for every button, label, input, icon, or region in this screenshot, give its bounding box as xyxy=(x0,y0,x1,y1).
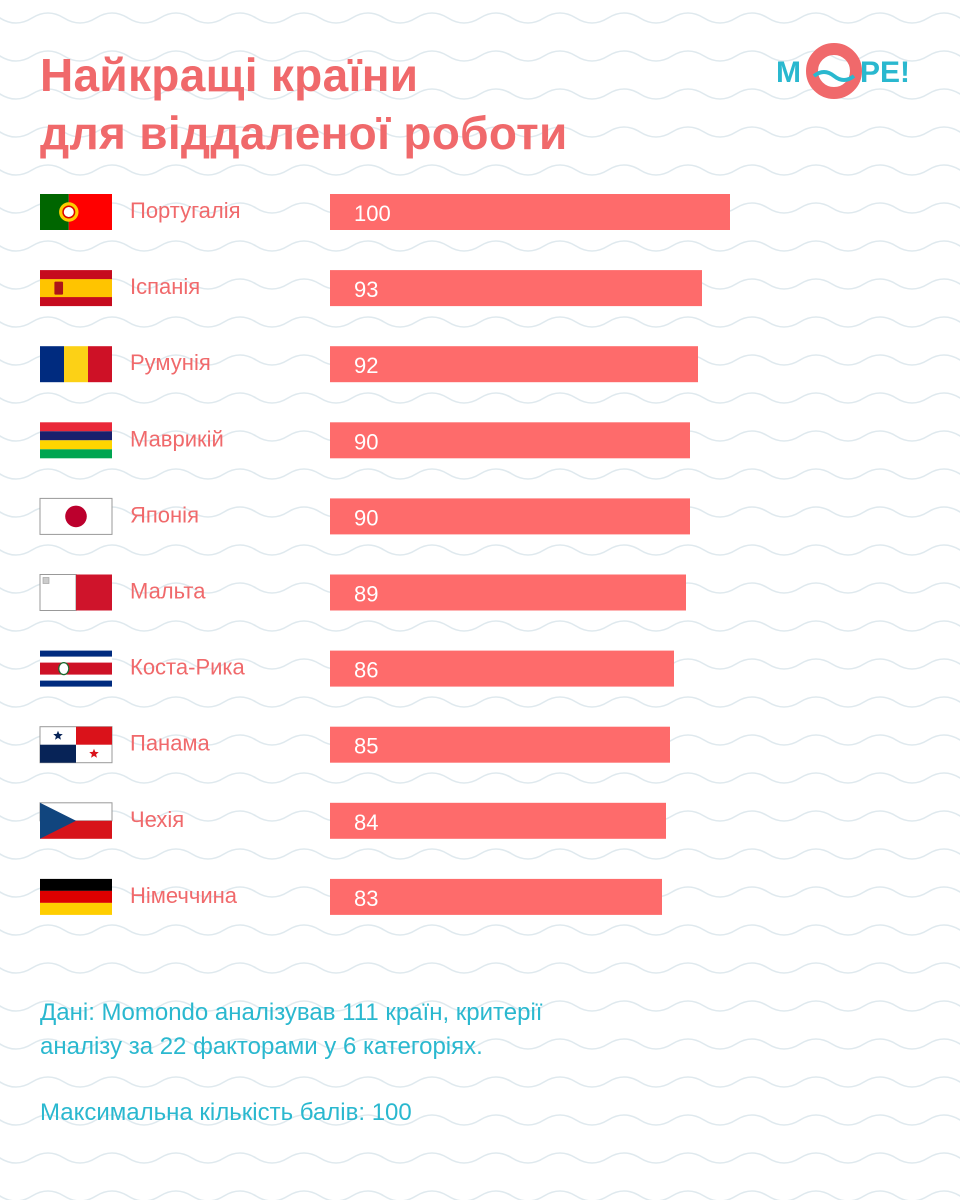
title-line-2: для віддаленої роботи xyxy=(40,107,568,159)
bar-value-label: 100 xyxy=(354,201,391,226)
bar xyxy=(330,194,730,230)
logo-text-right: РЕ! xyxy=(860,56,910,89)
max-score-note: Максимальна кількість балів: 100 xyxy=(40,1096,920,1130)
country-label: Чехія xyxy=(130,807,184,832)
bar xyxy=(330,802,666,839)
country-label: Маврикій xyxy=(130,426,224,451)
bar xyxy=(330,498,690,535)
bar-value-label: 84 xyxy=(354,810,378,835)
bar xyxy=(330,346,698,383)
bar xyxy=(330,726,670,763)
bar-value-label: 90 xyxy=(354,505,378,530)
chart-row: Румунія 92 xyxy=(40,346,698,383)
bar xyxy=(330,878,662,915)
bar xyxy=(330,422,690,459)
note-line-1: Дані: Momondo аналізував 111 країн, крит… xyxy=(40,999,543,1026)
title-line-1: Найкращі країни xyxy=(40,49,419,101)
portugal-flag-icon xyxy=(40,194,112,230)
country-label: Німеччина xyxy=(130,883,238,908)
chart-row: Японія 90 xyxy=(39,497,690,535)
chart-row: Коста-Рика 86 xyxy=(40,650,674,687)
lifebuoy-icon xyxy=(806,43,862,99)
more-logo: М РЕ! xyxy=(776,43,910,99)
mauritius-flag-icon xyxy=(40,422,112,459)
bar xyxy=(330,650,674,687)
panama-flag-icon xyxy=(39,726,113,764)
note-line-2: аналізу за 22 факторами у 6 категоріях. xyxy=(40,1033,483,1060)
logo-text-left: М xyxy=(776,56,801,89)
page-title: Найкращі країни для віддаленої роботи xyxy=(40,46,568,162)
chart-row: Іспанія 93 xyxy=(40,270,702,307)
romania-flag-icon xyxy=(40,346,112,383)
chart-row: Мальта 89 xyxy=(39,574,686,611)
bar xyxy=(330,270,702,307)
country-label: Іспанія xyxy=(130,274,200,299)
costa-rica-flag-icon xyxy=(40,650,112,687)
bar-value-label: 86 xyxy=(354,658,378,683)
bar-value-label: 92 xyxy=(354,353,378,378)
bar-value-label: 90 xyxy=(354,429,378,454)
data-source-note: Дані: Momondo аналізував 111 країн, крит… xyxy=(40,996,920,1064)
spain-flag-icon xyxy=(40,270,112,307)
bar-value-label: 85 xyxy=(354,734,378,759)
japan-flag-icon xyxy=(39,497,113,535)
country-label: Румунія xyxy=(130,350,211,375)
chart-row: Чехія 84 xyxy=(39,802,666,839)
country-label: Японія xyxy=(130,502,199,527)
country-label: Коста-Рика xyxy=(130,655,246,680)
note-line-3: Максимальна кількість балів: 100 xyxy=(40,1099,412,1126)
malta-flag-icon xyxy=(39,574,112,611)
czechia-flag-icon xyxy=(39,802,113,839)
chart-row: Португалія 100 xyxy=(40,194,730,230)
bar-value-label: 93 xyxy=(354,277,378,302)
bar xyxy=(330,574,686,611)
bar-value-label: 83 xyxy=(354,886,378,911)
country-label: Мальта xyxy=(130,579,206,604)
chart-row: Маврикій 90 xyxy=(40,422,690,459)
country-label: Панама xyxy=(130,731,211,756)
chart-row: Німеччина 83 xyxy=(40,878,662,915)
germany-flag-icon xyxy=(40,878,112,915)
country-label: Португалія xyxy=(130,198,241,223)
chart-row: Панама 85 xyxy=(39,726,670,764)
bar-value-label: 89 xyxy=(354,582,378,607)
